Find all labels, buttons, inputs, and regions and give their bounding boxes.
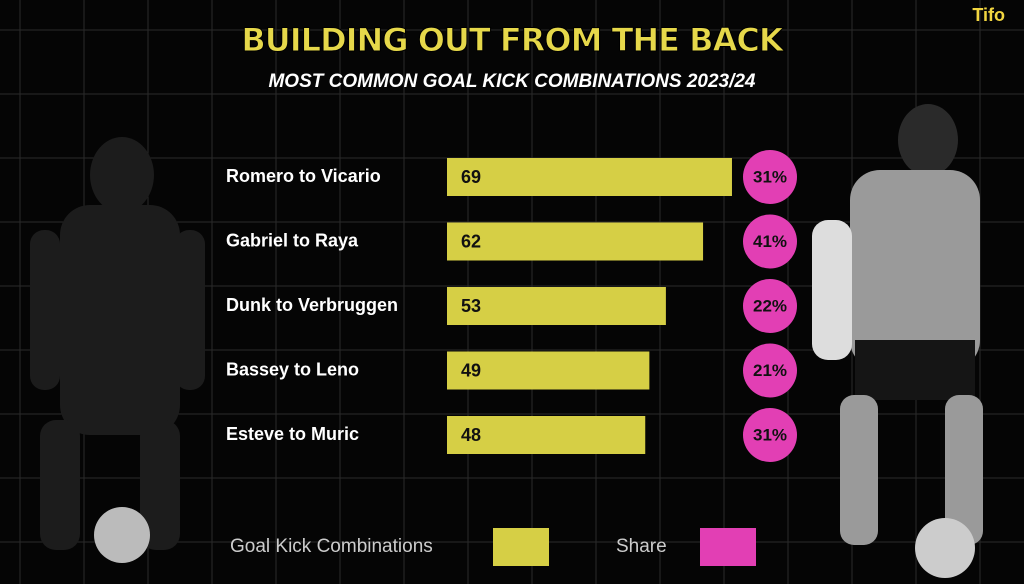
share-circle — [743, 343, 797, 398]
share-circle — [743, 279, 797, 333]
share-label: 31% — [753, 167, 787, 186]
chart-subtitle: MOST COMMON GOAL KICK COMBINATIONS 2023/… — [268, 71, 755, 92]
legend-swatch — [493, 528, 549, 566]
share-label: 21% — [753, 361, 787, 380]
bar — [447, 287, 666, 325]
bar — [447, 158, 732, 196]
category-label: Bassey to Leno — [226, 359, 359, 379]
legend-label: Goal Kick Combinations — [230, 536, 433, 557]
share-label: 31% — [753, 425, 787, 444]
bar — [447, 416, 646, 454]
brand-logo: Tifo — [972, 5, 1005, 25]
legend-swatch — [700, 528, 756, 566]
plot: Romero to Vicario 69 31% Gabriel to Raya 62 4… — [226, 150, 797, 566]
share-label: 41% — [753, 232, 787, 251]
bar-value-label: 48 — [461, 425, 481, 445]
player-left — [30, 137, 205, 563]
bar-value-label: 69 — [461, 167, 481, 187]
category-label: Esteve to Muric — [226, 424, 359, 444]
bar-value-label: 62 — [461, 231, 481, 251]
bar — [447, 351, 650, 390]
share-label: 22% — [753, 296, 787, 315]
player-right — [812, 104, 983, 578]
bar-value-label: 53 — [461, 296, 481, 316]
bar-value-label: 49 — [461, 360, 481, 380]
chart-title: BUILDING OUT FROM THE BACK — [241, 21, 784, 59]
category-label: Dunk to Verbruggen — [226, 295, 398, 315]
share-circle — [743, 150, 797, 204]
share-circle — [743, 408, 797, 462]
category-label: Gabriel to Raya — [226, 230, 359, 250]
legend-label: Share — [616, 536, 667, 557]
bar — [447, 222, 704, 261]
share-circle — [743, 214, 797, 269]
category-label: Romero to Vicario — [226, 166, 381, 186]
